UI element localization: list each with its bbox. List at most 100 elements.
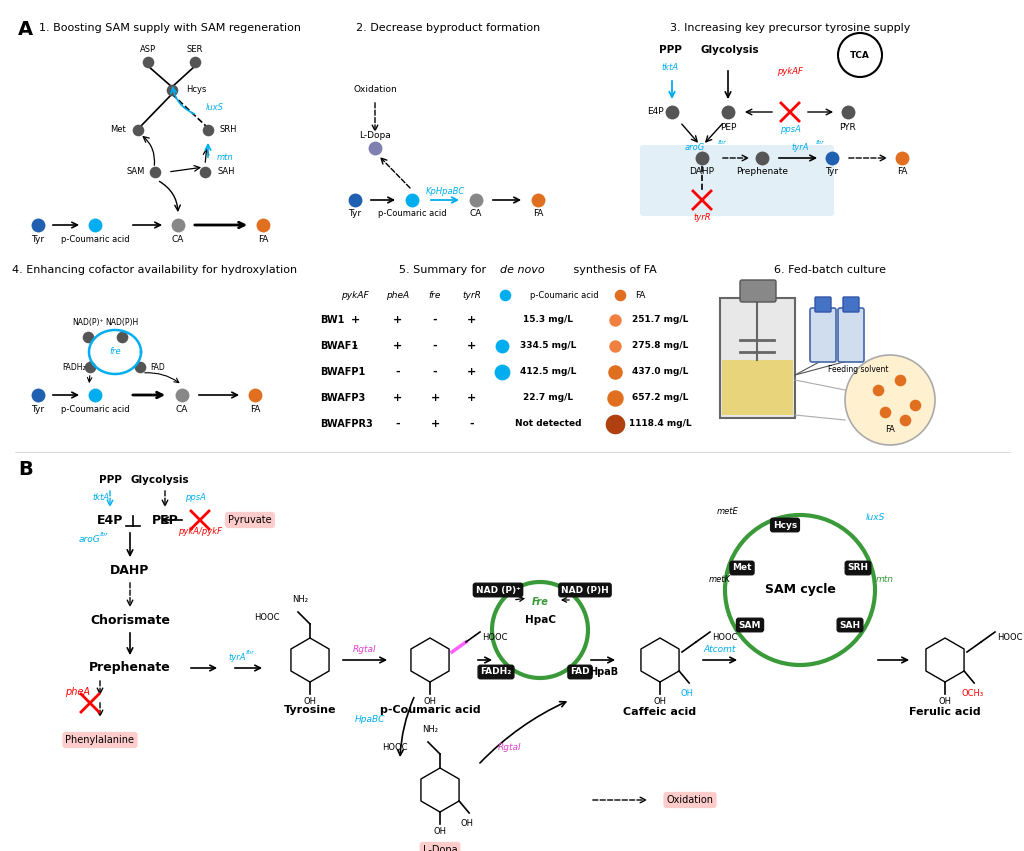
Point (494, 340, 510, 353)
Text: SAM: SAM (127, 168, 145, 176)
Text: -: - (395, 419, 400, 429)
Text: Not detected: Not detected (515, 420, 582, 429)
Text: -: - (352, 393, 357, 403)
Text: Oxidation: Oxidation (353, 85, 397, 94)
Text: Glycolysis: Glycolysis (700, 45, 760, 55)
Point (894, 151, 910, 165)
Text: Met: Met (732, 563, 752, 573)
Text: DAHP: DAHP (689, 168, 715, 176)
Point (87, 218, 103, 231)
Text: NAD (P)⁺: NAD (P)⁺ (475, 585, 520, 595)
Text: RgtaI: RgtaI (353, 646, 377, 654)
Text: pykA/pykF: pykA/pykF (178, 528, 222, 536)
Text: 437.0 mg/L: 437.0 mg/L (632, 368, 688, 376)
Text: 1. Boosting SAM supply with SAM regeneration: 1. Boosting SAM supply with SAM regenera… (39, 23, 301, 33)
Text: -: - (470, 419, 474, 429)
Point (607, 391, 624, 405)
Text: BWAFP1: BWAFP1 (319, 367, 366, 377)
Text: 15.3 mg/L: 15.3 mg/L (523, 316, 573, 324)
FancyBboxPatch shape (815, 297, 831, 312)
Text: SAH: SAH (217, 168, 234, 176)
Text: OH: OH (433, 827, 446, 837)
Text: PEP: PEP (720, 123, 736, 133)
Text: tktA: tktA (662, 64, 679, 72)
Text: NAD(P)H: NAD(P)H (105, 318, 138, 328)
Text: Pyruvate: Pyruvate (228, 515, 271, 525)
Point (607, 365, 624, 379)
Text: E4P: E4P (647, 107, 664, 117)
Text: CA: CA (176, 404, 188, 414)
Text: FAD: FAD (570, 667, 590, 677)
Text: DAHP: DAHP (111, 563, 150, 576)
Point (347, 193, 364, 207)
Text: +: + (393, 341, 402, 351)
Point (140, 55, 157, 69)
Point (186, 55, 203, 69)
Point (30, 388, 46, 402)
Text: Prephenate: Prephenate (736, 168, 788, 176)
Circle shape (845, 355, 935, 445)
Text: 275.8 mg/L: 275.8 mg/L (632, 341, 688, 351)
Text: aroG: aroG (685, 144, 706, 152)
Text: OH: OH (303, 698, 316, 706)
Point (497, 288, 513, 302)
Text: HOOC: HOOC (383, 744, 408, 752)
Text: fbr: fbr (246, 649, 254, 654)
Text: Tyr: Tyr (825, 168, 839, 176)
Point (607, 417, 624, 431)
Point (840, 106, 856, 119)
Text: Tyr: Tyr (348, 209, 361, 219)
Text: 334.5 mg/L: 334.5 mg/L (520, 341, 577, 351)
Text: Tyr: Tyr (32, 404, 45, 414)
Point (869, 383, 886, 397)
Text: 3. Increasing key precursor tyrosine supply: 3. Increasing key precursor tyrosine sup… (670, 23, 910, 33)
Text: SAH: SAH (840, 620, 860, 630)
Text: 6. Fed-batch culture: 6. Fed-batch culture (774, 265, 886, 275)
Text: p-Coumaric acid: p-Coumaric acid (378, 209, 446, 219)
Point (694, 151, 711, 165)
Text: -: - (352, 419, 357, 429)
Point (897, 414, 913, 427)
Text: CA: CA (470, 209, 482, 219)
Point (607, 340, 624, 353)
Text: ppsA: ppsA (779, 125, 801, 134)
FancyBboxPatch shape (740, 280, 776, 302)
Text: -: - (433, 341, 437, 351)
Text: FA: FA (250, 404, 260, 414)
Text: -: - (395, 367, 400, 377)
Point (892, 374, 908, 387)
Text: RgtaI: RgtaI (499, 744, 522, 752)
Text: SAM cycle: SAM cycle (765, 584, 836, 597)
Text: 22.7 mg/L: 22.7 mg/L (523, 393, 573, 403)
Text: CA: CA (172, 235, 184, 243)
FancyBboxPatch shape (640, 145, 834, 216)
Text: +: + (350, 315, 359, 325)
Point (247, 388, 263, 402)
Text: +: + (430, 419, 439, 429)
Text: 2. Decrease byproduct formation: 2. Decrease byproduct formation (356, 23, 540, 33)
Text: HpaBC: HpaBC (354, 716, 385, 724)
Point (494, 365, 510, 379)
Text: +: + (393, 315, 402, 325)
Text: KpHpaBC: KpHpaBC (425, 187, 465, 197)
Text: FADH₂: FADH₂ (480, 667, 512, 677)
Text: HpaB: HpaB (590, 667, 618, 677)
Text: tyrA: tyrA (228, 654, 246, 662)
Text: Tyrosine: Tyrosine (284, 705, 336, 715)
Point (170, 218, 186, 231)
Text: Met: Met (111, 125, 126, 134)
Text: ASP: ASP (140, 45, 156, 54)
Text: L-Dopa: L-Dopa (359, 132, 391, 140)
Point (130, 123, 146, 137)
Point (664, 106, 680, 119)
Point (197, 165, 213, 179)
Text: +: + (393, 393, 402, 403)
Text: 657.2 mg/L: 657.2 mg/L (632, 393, 688, 403)
Text: pheA: pheA (66, 687, 90, 697)
Text: PPP: PPP (658, 45, 681, 55)
Text: -: - (352, 367, 357, 377)
Text: HOOC: HOOC (712, 633, 737, 643)
Text: OH: OH (653, 698, 667, 706)
Text: 1118.4 mg/L: 1118.4 mg/L (629, 420, 691, 429)
Text: pykAF: pykAF (777, 67, 803, 77)
